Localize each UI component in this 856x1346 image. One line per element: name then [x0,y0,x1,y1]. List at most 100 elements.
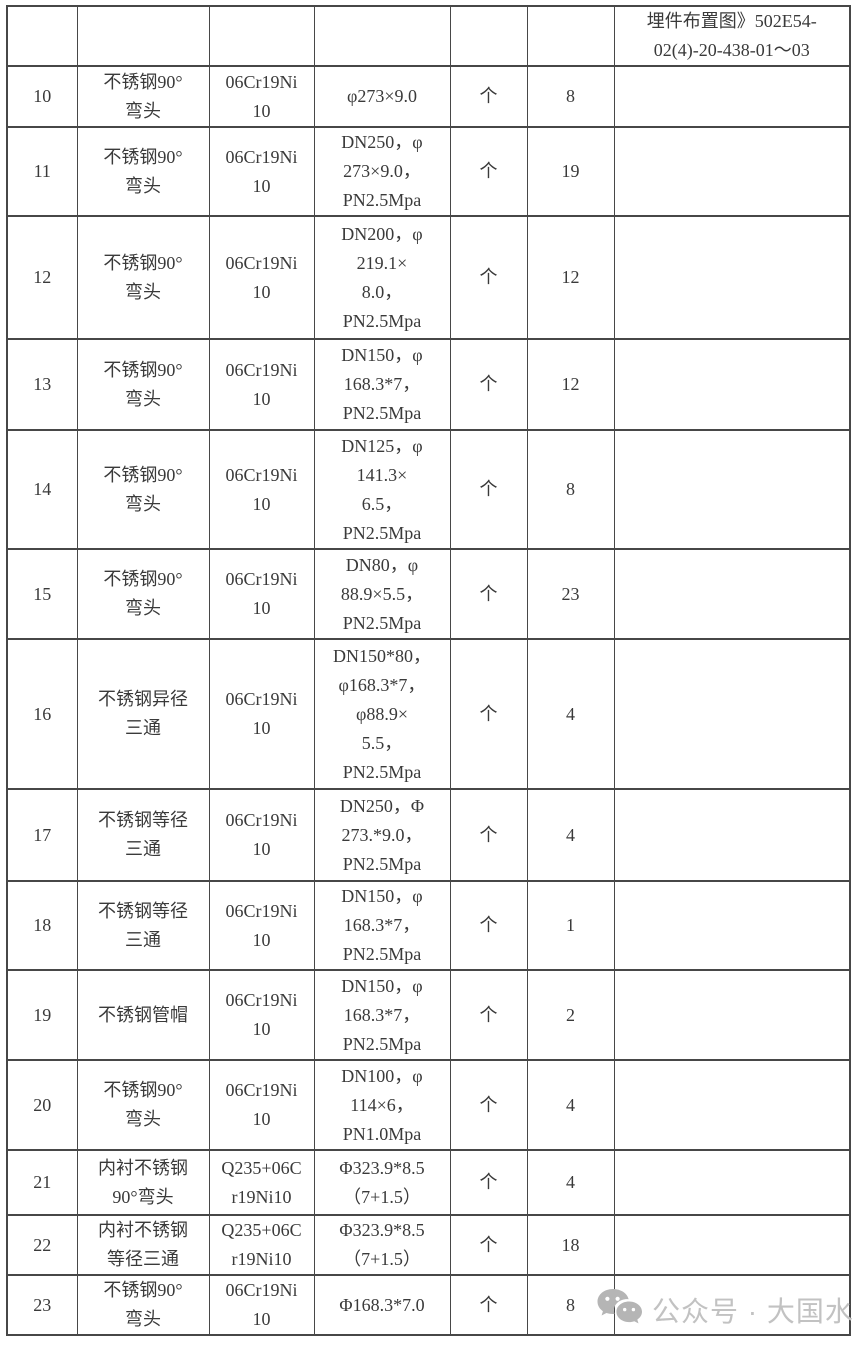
cell-no: 22 [6,1214,78,1276]
table-row: 18 不锈钢等径 三通 06Cr19Ni 10 DN150，φ 168.3*7，… [6,880,851,971]
cell-qty: 4 [526,788,615,882]
table-row: 17 不锈钢等径 三通 06Cr19Ni 10 DN250，Φ 273.*9.0… [6,788,851,882]
cell-qty: 8 [526,429,615,550]
cell-no: 15 [6,548,78,640]
cell-qty [526,5,615,67]
cell-unit: 个 [449,548,528,640]
cell-unit: 个 [449,638,528,790]
cell-material: 06Cr19Ni 10 [208,880,315,971]
cell-material: 06Cr19Ni 10 [208,548,315,640]
cell-unit: 个 [449,126,528,217]
cell-qty: 18 [526,1214,615,1276]
cell-remark: 埋件布置图》502E54- 02(4)-20-438-01～03 [613,5,851,67]
cell-remark [613,880,851,971]
cell-name: 不锈钢管帽 [76,969,210,1061]
cell-material: 06Cr19Ni 10 [208,338,315,431]
table-row: 14 不锈钢90° 弯头 06Cr19Ni 10 DN125，φ 141.3× … [6,429,851,550]
cell-remark [613,1274,851,1336]
cell-name: 不锈钢等径 三通 [76,880,210,971]
cell-no: 23 [6,1274,78,1336]
cell-material [208,5,315,67]
cell-material: 06Cr19Ni 10 [208,1059,315,1151]
cell-material: 06Cr19Ni 10 [208,429,315,550]
cell-unit: 个 [449,1149,528,1216]
cell-spec: DN200，φ 219.1× 8.0， PN2.5Mpa [313,215,451,340]
cell-name: 不锈钢90° 弯头 [76,215,210,340]
cell-no: 11 [6,126,78,217]
table-row: 19 不锈钢管帽 06Cr19Ni 10 DN150，φ 168.3*7， PN… [6,969,851,1061]
cell-name [76,5,210,67]
cell-remark [613,1214,851,1276]
cell-remark [613,788,851,882]
cell-spec: Φ323.9*8.5 （7+1.5） [313,1149,451,1216]
cell-remark [613,338,851,431]
cell-remark [613,215,851,340]
cell-remark [613,969,851,1061]
cell-material: 06Cr19Ni 10 [208,215,315,340]
cell-name: 内衬不锈钢 90°弯头 [76,1149,210,1216]
cell-no: 13 [6,338,78,431]
cell-name: 不锈钢90° 弯头 [76,548,210,640]
cell-qty: 12 [526,338,615,431]
cell-name: 不锈钢90° 弯头 [76,429,210,550]
cell-unit: 个 [449,969,528,1061]
table-row: 21 内衬不锈钢 90°弯头 Q235+06C r19Ni10 Φ323.9*8… [6,1149,851,1216]
cell-spec: φ273×9.0 [313,65,451,128]
watermark: 公众号 · 大国水电 [596,1286,856,1334]
cell-no: 12 [6,215,78,340]
table-row: 埋件布置图》502E54- 02(4)-20-438-01～03 [6,5,851,67]
cell-unit: 个 [449,1059,528,1151]
cell-unit: 个 [449,1274,528,1336]
cell-material: 06Cr19Ni 10 [208,638,315,790]
table-row: 10 不锈钢90° 弯头 06Cr19Ni 10 φ273×9.0 个 8 [6,65,851,128]
cell-spec: DN80，φ 88.9×5.5， PN2.5Mpa [313,548,451,640]
table-row: 16 不锈钢异径 三通 06Cr19Ni 10 DN150*80， φ168.3… [6,638,851,790]
cell-spec: DN150，φ 168.3*7， PN2.5Mpa [313,969,451,1061]
cell-remark [613,638,851,790]
cell-material: 06Cr19Ni 10 [208,1274,315,1336]
cell-qty: 23 [526,548,615,640]
table-row: 23 不锈钢90° 弯头 06Cr19Ni 10 Φ168.3*7.0 个 8 [6,1274,851,1336]
cell-spec: DN100，φ 114×6， PN1.0Mpa [313,1059,451,1151]
cell-qty: 4 [526,1059,615,1151]
cell-spec: DN250，φ 273×9.0， PN2.5Mpa [313,126,451,217]
cell-unit: 个 [449,429,528,550]
cell-remark [613,1059,851,1151]
cell-material: 06Cr19Ni 10 [208,788,315,882]
watermark-text: 公众号 · 大国水电 [652,1296,856,1327]
table-row: 22 内衬不锈钢 等径三通 Q235+06C r19Ni10 Φ323.9*8.… [6,1214,851,1276]
cell-remark [613,1149,851,1216]
cell-spec: Φ168.3*7.0 [313,1274,451,1336]
table-row: 20 不锈钢90° 弯头 06Cr19Ni 10 DN100，φ 114×6， … [6,1059,851,1151]
cell-remark [613,429,851,550]
cell-unit: 个 [449,880,528,971]
cell-qty: 8 [526,65,615,128]
cell-remark [613,126,851,217]
cell-material: 06Cr19Ni 10 [208,126,315,217]
cell-unit: 个 [449,1214,528,1276]
cell-spec: Φ323.9*8.5 （7+1.5） [313,1214,451,1276]
cell-spec: DN250，Φ 273.*9.0， PN2.5Mpa [313,788,451,882]
cell-no: 10 [6,65,78,128]
cell-no: 17 [6,788,78,882]
cell-no: 19 [6,969,78,1061]
cell-no: 18 [6,880,78,971]
wechat-icon [596,1287,642,1334]
cell-qty: 4 [526,638,615,790]
cell-remark [613,65,851,128]
cell-unit [449,5,528,67]
table-row: 15 不锈钢90° 弯头 06Cr19Ni 10 DN80，φ 88.9×5.5… [6,548,851,640]
cell-qty: 2 [526,969,615,1061]
cell-no: 20 [6,1059,78,1151]
cell-material: Q235+06C r19Ni10 [208,1214,315,1276]
cell-no [6,5,78,67]
cell-name: 不锈钢90° 弯头 [76,65,210,128]
cell-spec: DN150*80， φ168.3*7， φ88.9× 5.5， PN2.5Mpa [313,638,451,790]
cell-material: Q235+06C r19Ni10 [208,1149,315,1216]
cell-name: 内衬不锈钢 等径三通 [76,1214,210,1276]
cell-unit: 个 [449,338,528,431]
cell-spec: DN150，φ 168.3*7， PN2.5Mpa [313,880,451,971]
cell-name: 不锈钢90° 弯头 [76,1274,210,1336]
cell-name: 不锈钢90° 弯头 [76,126,210,217]
table-row: 12 不锈钢90° 弯头 06Cr19Ni 10 DN200，φ 219.1× … [6,215,851,340]
